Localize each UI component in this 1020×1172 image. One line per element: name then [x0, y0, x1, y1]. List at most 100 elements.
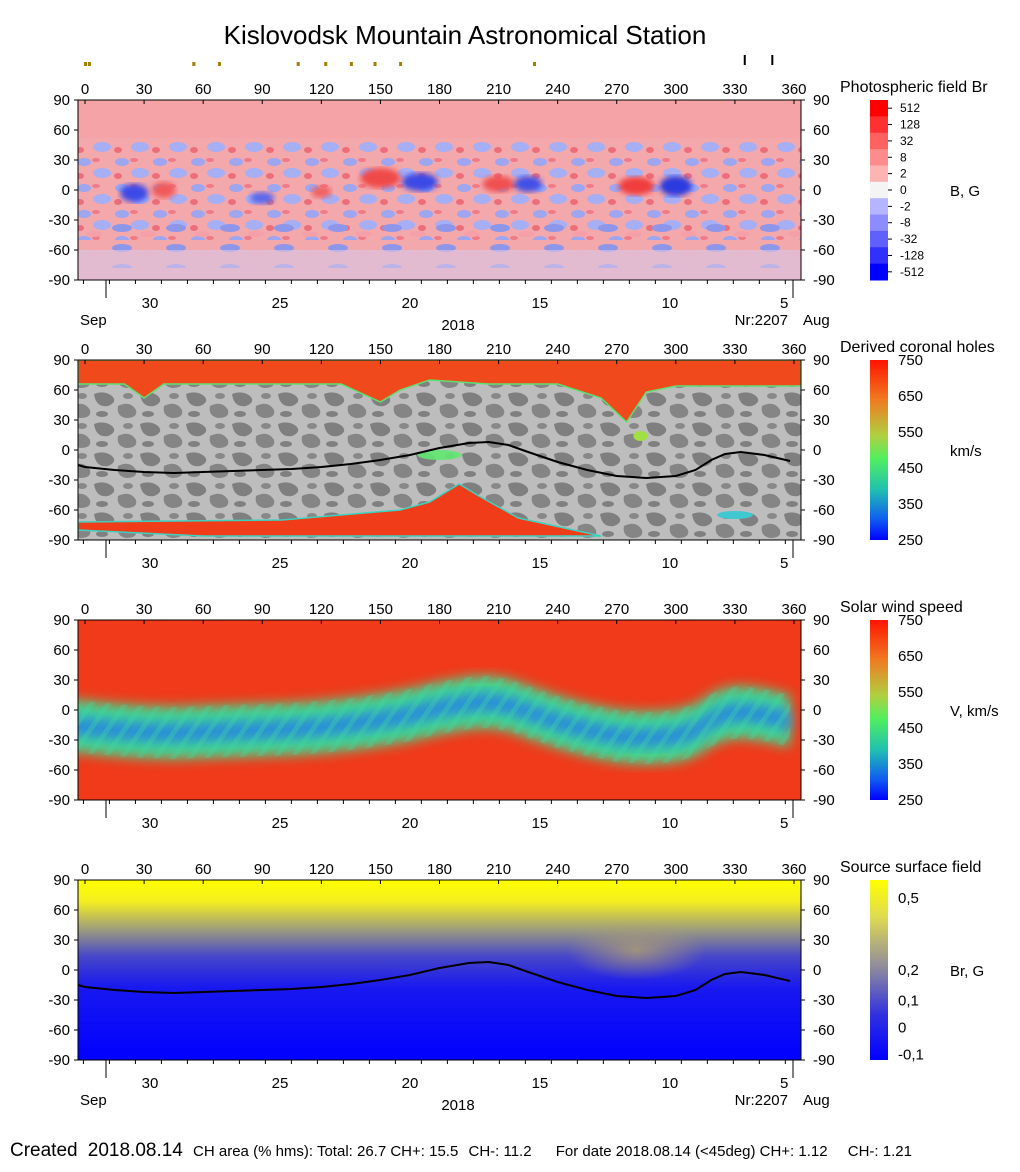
- coronal-holes-map: [78, 360, 801, 540]
- colorbar-swatch: [870, 263, 888, 281]
- lon-tick-label: 0: [81, 861, 89, 878]
- lon-tick-label: 360: [781, 341, 806, 358]
- lon-tick-label: 90: [254, 861, 271, 878]
- neutral-line: [77, 960, 791, 1000]
- rotation-number: Nr:2207: [735, 312, 788, 329]
- lat-tick-label-left: 30: [53, 672, 70, 689]
- footer: Created 2018.08.14 CH area (% hms): Tota…: [10, 1140, 918, 1162]
- colorbar-swatch: [870, 149, 888, 166]
- month-label-left: Sep: [80, 312, 107, 329]
- date-tick-label: 5: [780, 1075, 788, 1092]
- lon-tick-label: 180: [427, 861, 452, 878]
- colorbar-ch: [870, 360, 888, 540]
- panel-title-ss: Source surface field: [840, 859, 981, 876]
- lat-tick-label-right: 90: [813, 352, 830, 369]
- lat-tick-label-left: 90: [53, 612, 70, 629]
- colorbar-label: 650: [898, 648, 923, 665]
- lat-tick-label-right: 90: [813, 92, 830, 109]
- date-tick-label: 20: [402, 295, 419, 312]
- colorbar-label: 550: [898, 684, 923, 701]
- colorbar-swatch: [870, 198, 888, 216]
- date-tick-label: 25: [272, 1075, 289, 1092]
- lon-tick-label: 240: [545, 341, 570, 358]
- lat-tick-label-right: -90: [813, 1052, 835, 1069]
- date-tick-label: 5: [780, 555, 788, 572]
- carrington-mark: [771, 55, 774, 65]
- lat-tick-label-left: 30: [53, 152, 70, 169]
- lat-tick-label-left: 90: [53, 352, 70, 369]
- lon-tick-label: 60: [195, 601, 212, 618]
- colorbar-ss: [870, 880, 888, 1060]
- created-date: 2018.08.14: [87, 1140, 183, 1161]
- lon-tick-label: 210: [486, 601, 511, 618]
- colorbar-swatch: [870, 247, 888, 265]
- colorbar-label: 0: [900, 183, 907, 197]
- carrington-mark: [533, 62, 537, 66]
- created-label: Created: [10, 1140, 78, 1161]
- colorbar-label: 550: [898, 424, 923, 441]
- year-label: 2018: [441, 317, 474, 334]
- ch-minus2-text: CH-: 1.21: [847, 1143, 912, 1160]
- lat-tick-label-right: -30: [813, 212, 835, 229]
- carrington-mark: [324, 62, 328, 66]
- colorbar-label: -8: [900, 216, 911, 230]
- colorbar-label: 250: [898, 792, 923, 809]
- page-title: Kislovodsk Mountain Astronomical Station: [223, 20, 707, 50]
- carrington-mark: [743, 55, 746, 65]
- date-tick-label: 10: [662, 295, 679, 312]
- lon-tick-label: 240: [545, 81, 570, 98]
- colorbar-unit-ss: Br, G: [950, 963, 984, 980]
- lat-tick-label-left: -90: [48, 272, 70, 289]
- lat-tick-label-left: 60: [53, 122, 70, 139]
- date-tick-label: 20: [402, 1075, 419, 1092]
- source-surface-map: [78, 880, 801, 1060]
- lon-tick-label: 270: [604, 601, 629, 618]
- lat-tick-label-left: 0: [62, 442, 70, 459]
- date-tick-label: 25: [272, 815, 289, 832]
- lon-tick-label: 330: [722, 601, 747, 618]
- lat-tick-label-right: 30: [813, 932, 830, 949]
- colorbar-label: 450: [898, 460, 923, 477]
- colorbar-label: -512: [900, 265, 924, 279]
- lon-tick-label: 30: [136, 861, 153, 878]
- colorbar-label: 0: [898, 1020, 906, 1037]
- lat-tick-label-right: 60: [813, 642, 830, 659]
- colorbar-label: -0,1: [898, 1047, 924, 1064]
- panel-title-photo: Photospheric field Br: [840, 79, 988, 96]
- date-tick-label: 15: [532, 815, 549, 832]
- lat-tick-label-left: 30: [53, 932, 70, 949]
- date-tick-label: 10: [662, 555, 679, 572]
- lon-tick-label: 0: [81, 601, 89, 618]
- lon-tick-label: 60: [195, 341, 212, 358]
- lat-tick-label-right: 30: [813, 672, 830, 689]
- colorbar-label: 8: [900, 150, 907, 164]
- month-label-right: Aug: [803, 312, 830, 329]
- lat-tick-label-left: 60: [53, 902, 70, 919]
- lat-tick-label-right: 30: [813, 412, 830, 429]
- lon-tick-label: 0: [81, 81, 89, 98]
- lon-tick-label: 240: [545, 601, 570, 618]
- lon-tick-label: 300: [663, 81, 688, 98]
- lat-tick-label-right: 90: [813, 872, 830, 889]
- lat-tick-label-right: -90: [813, 272, 835, 289]
- date-tick-label: 15: [532, 555, 549, 572]
- date-tick-label: 20: [402, 555, 419, 572]
- colorbar-label: 0,5: [898, 890, 919, 907]
- date-tick-label: 25: [272, 555, 289, 572]
- colorbar-sw: [870, 620, 888, 800]
- lon-tick-label: 210: [486, 861, 511, 878]
- lat-tick-label-right: -90: [813, 792, 835, 809]
- lat-tick-label-left: -60: [48, 502, 70, 519]
- ch-minus-text: CH-: 11.2: [468, 1143, 532, 1160]
- carrington-mark: [349, 62, 353, 66]
- date-tick-label: 25: [272, 295, 289, 312]
- lon-tick-label: 300: [663, 861, 688, 878]
- lon-tick-label: 210: [486, 341, 511, 358]
- lon-tick-label: 60: [195, 861, 212, 878]
- lon-tick-label: 300: [663, 341, 688, 358]
- lon-tick-label: 120: [309, 861, 334, 878]
- carrington-mark: [87, 62, 91, 66]
- for-date-text: For date 2018.08.14 (<45deg) CH+: 1.12: [555, 1143, 828, 1160]
- lon-tick-label: 90: [254, 601, 271, 618]
